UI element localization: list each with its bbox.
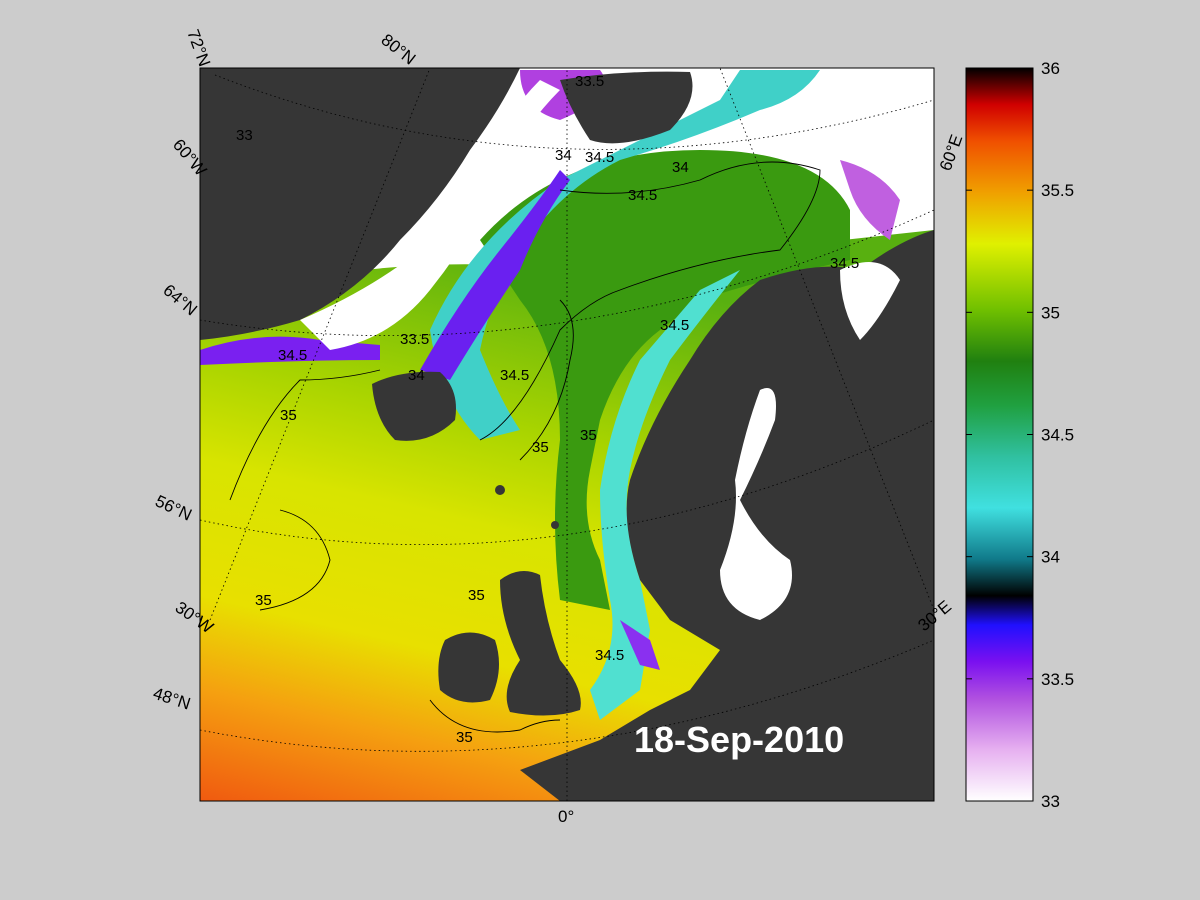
- colorbar: [965, 67, 1034, 802]
- ireland-land: [438, 632, 499, 703]
- contour-35-west: [229, 369, 381, 501]
- baltic-sea: [720, 388, 792, 620]
- lat-label-72n: 72°N: [183, 27, 214, 69]
- faroe-islands: [495, 485, 505, 495]
- contour-lines: [229, 161, 821, 733]
- parallel-64n: [200, 209, 934, 337]
- iceland-land: [372, 371, 456, 441]
- great-britain-land: [500, 571, 581, 716]
- contour-label: 34.5: [585, 149, 614, 166]
- contour-label: 34.5: [830, 255, 859, 272]
- contour-35-north: [519, 299, 574, 461]
- contour-label: 33.5: [400, 331, 429, 348]
- contour-label: 34.5: [660, 317, 689, 334]
- scandinavia-europe-land: [520, 70, 934, 801]
- lon-label-60e: 60°E: [936, 132, 967, 173]
- contour-35-south: [259, 509, 331, 611]
- contour-label: 35: [456, 729, 473, 746]
- colorbar-tick-label: 34: [1041, 548, 1060, 567]
- parallel-56n: [200, 419, 934, 545]
- contour-label: 34.5: [628, 187, 657, 204]
- contour-label: 34: [408, 367, 425, 384]
- contour-35-channel: [429, 699, 561, 733]
- contour-label: 35: [255, 592, 272, 609]
- contour-34-5: [479, 161, 821, 441]
- norwegian-sea-field: [480, 150, 850, 610]
- colorbar-ticks: 36 35.5 35 34.5 34 33.5 33: [966, 59, 1074, 811]
- fresh-water-band-barents: [840, 160, 900, 240]
- map-panel: 33 33.5 33.5 34 34 34 34.5 34.5 34.5 34.…: [200, 68, 934, 801]
- colorbar-tick-label: 35.5: [1041, 181, 1074, 200]
- contour-label: 34.5: [500, 367, 529, 384]
- contour-label: 35: [532, 439, 549, 456]
- shetland-islands: [551, 521, 559, 529]
- colorbar-tick-label: 33: [1041, 792, 1060, 811]
- fresh-water-band-skagerrak: [620, 620, 660, 670]
- lon-label-80n: 80°N: [378, 30, 420, 68]
- map-frame: [199, 67, 935, 802]
- contour-label: 34.5: [278, 347, 307, 364]
- colorbar-tick-label: 33.5: [1041, 670, 1074, 689]
- lat-label-64n: 64°N: [159, 281, 200, 320]
- parallel-48n: [200, 639, 934, 752]
- contour-label: 35: [580, 427, 597, 444]
- fresh-water-band-greenland: [420, 170, 570, 380]
- contour-label-group: 33 33.5 33.5 34 34 34 34.5 34.5 34.5 34.…: [236, 73, 859, 746]
- greenland-shelf-ice: [300, 80, 560, 350]
- norwegian-coastal-band: [590, 270, 740, 720]
- contour-label: 34: [672, 159, 689, 176]
- colorbar-tick-label: 36: [1041, 59, 1060, 78]
- graticule: [200, 68, 934, 801]
- lat-label-48n: 48°N: [151, 684, 193, 714]
- svalbard-land: [560, 71, 693, 144]
- northeast-corner: [840, 68, 934, 150]
- greenland-land: [200, 68, 520, 340]
- white-sea: [840, 262, 900, 340]
- contour-label: 34.5: [595, 647, 624, 664]
- colorbar-tick-label: 34.5: [1041, 426, 1074, 445]
- contour-label: 35: [468, 587, 485, 604]
- colorbar-tick-label: 35: [1041, 303, 1060, 322]
- contour-label: 35: [280, 407, 297, 424]
- date-label: 18-Sep-2010: [634, 719, 844, 760]
- contour-label: 34: [555, 147, 572, 164]
- lon-label-0: 0°: [558, 807, 574, 826]
- contour-label: 33: [236, 127, 253, 144]
- contour-label: 33.5: [575, 73, 604, 90]
- parallel-72n: [214, 74, 934, 150]
- lat-label-56n: 56°N: [152, 491, 194, 524]
- meridian-30w: [209, 68, 431, 621]
